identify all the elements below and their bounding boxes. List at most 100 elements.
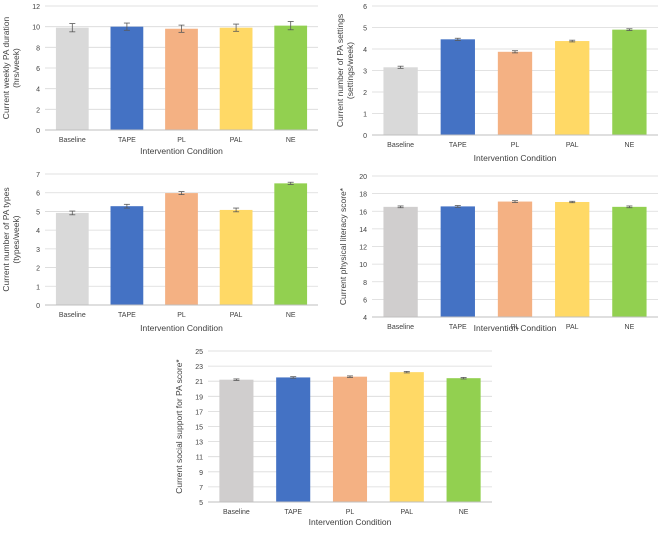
y-tick-label: 6 — [36, 66, 40, 73]
y-axis-label: (types/week) — [11, 215, 21, 263]
x-axis-label: Intervention Condition — [140, 146, 223, 156]
x-tick-label: Baseline — [387, 324, 414, 331]
y-tick-label: 23 — [195, 364, 203, 371]
x-tick-label: NE — [286, 312, 296, 319]
y-tick-label: 12 — [359, 245, 367, 252]
y-tick-label: 4 — [363, 315, 367, 322]
bar-pal — [389, 372, 424, 502]
y-axis-label: Current social support for PA score* — [174, 359, 184, 494]
bar-pal — [219, 209, 253, 305]
y-tick-label: 0 — [36, 303, 40, 310]
y-tick-label: 1 — [36, 284, 40, 291]
x-tick-label: PAL — [400, 509, 413, 516]
x-tick-label: TAPE — [284, 509, 302, 516]
x-tick-label: PAL — [566, 324, 579, 331]
bar-tape — [440, 206, 475, 317]
y-tick-label: 5 — [36, 209, 40, 216]
y-tick-label: 16 — [359, 209, 367, 216]
y-tick-label: 11 — [196, 455, 203, 462]
x-tick-label: TAPE — [118, 312, 136, 319]
y-tick-label: 6 — [363, 4, 367, 11]
x-tick-label: PL — [177, 137, 186, 144]
y-tick-label: 20 — [359, 174, 367, 181]
x-tick-label: Baseline — [387, 142, 414, 149]
x-tick-label: PL — [511, 324, 520, 331]
bar-tape — [276, 377, 311, 502]
bar-ne — [612, 29, 647, 135]
y-tick-label: 14 — [359, 227, 367, 234]
x-tick-label: PAL — [230, 137, 243, 144]
y-tick-label: 18 — [359, 192, 367, 199]
x-axis-label: Intervention Condition — [474, 323, 557, 333]
x-tick-label: TAPE — [449, 324, 467, 331]
chart-svg-1: 0 1 2 3 4 5 6 Baseline TAPE PL PAL NE Intervention C… — [335, 4, 658, 163]
y-tick-label: 6 — [36, 191, 40, 198]
y-tick-label: 21 — [195, 379, 203, 386]
y-tick-label: 2 — [36, 107, 40, 114]
chart-social-support: 5 7 9 11 13 15 17 19 21 23 25 Baseline TAPE PL PAL NE In… — [170, 345, 500, 528]
chart-svg-2: 0 1 2 3 4 5 6 7 Baseline TAPE PL PAL NE Intervention … — [1, 172, 318, 333]
y-tick-label: 25 — [195, 349, 203, 356]
x-tick-label: NE — [625, 142, 635, 149]
bar-pl — [497, 51, 533, 135]
y-tick-label: 1 — [363, 112, 367, 119]
bar-pal — [555, 201, 590, 317]
y-tick-label: 4 — [36, 228, 40, 235]
x-tick-label: NE — [286, 137, 296, 144]
x-tick-label: PL — [511, 142, 520, 149]
bar-baseline — [383, 206, 418, 317]
x-tick-label: PAL — [230, 312, 243, 319]
y-tick-label: 3 — [36, 247, 40, 254]
y-tick-label: 12 — [32, 4, 40, 11]
bar-tape — [110, 26, 144, 131]
y-tick-label: 8 — [363, 280, 367, 287]
bar-baseline — [55, 27, 89, 131]
y-tick-label: 2 — [36, 266, 40, 273]
y-tick-label: 10 — [359, 262, 367, 269]
y-tick-label: 19 — [195, 394, 203, 401]
bar-baseline — [219, 379, 254, 502]
y-axis-label: Current weekly PA duration — [1, 17, 11, 120]
x-tick-label: PL — [177, 312, 186, 319]
x-tick-label: NE — [625, 324, 635, 331]
x-tick-label: PAL — [566, 142, 579, 149]
bar-tape — [110, 206, 144, 305]
y-tick-label: 0 — [36, 128, 40, 135]
bar-tape — [440, 39, 475, 136]
chart-svg-3: 4 6 8 10 12 14 16 18 20 Baseline TAPE PL PAL NE Interv… — [338, 174, 658, 333]
y-axis-label: Current number of PA settings — [335, 14, 345, 127]
x-tick-label: NE — [459, 509, 469, 516]
bar-ne — [446, 378, 481, 502]
chart-svg-4: 5 7 9 11 13 15 17 19 21 23 25 Baseline TAPE PL PAL NE In… — [174, 349, 492, 527]
x-tick-label: Baseline — [223, 509, 250, 516]
x-axis-label: Intervention Condition — [474, 153, 557, 163]
bar-ne — [612, 206, 647, 317]
y-tick-label: 13 — [195, 440, 203, 447]
y-axis-label: Current number of PA types — [1, 187, 11, 291]
y-tick-label: 4 — [36, 87, 40, 94]
chart-pa-settings: 0 1 2 3 4 5 6 Baseline TAPE PL PAL NE Intervention C… — [334, 0, 669, 165]
x-axis-label: Intervention Condition — [140, 323, 223, 333]
bar-pal — [219, 27, 253, 131]
bar-baseline — [383, 67, 418, 135]
y-axis-label: (settings/week) — [345, 42, 355, 99]
y-axis-label: Current physical literacy score* — [338, 187, 348, 305]
y-tick-label: 5 — [363, 26, 367, 33]
bar-pl — [165, 193, 198, 305]
x-tick-label: Baseline — [59, 312, 86, 319]
chart-svg-0: 0 2 4 6 8 10 12 Baseline TAPE PL PAL NE Intervention… — [1, 4, 318, 156]
chart-physical-literacy: 4 6 8 10 12 14 16 18 20 Baseline TAPE PL PAL NE Interv… — [334, 170, 669, 335]
y-axis-label: (hrs/week) — [11, 48, 21, 88]
x-axis-label: Intervention Condition — [309, 517, 392, 527]
bar-ne — [274, 183, 308, 305]
x-tick-label: Baseline — [59, 137, 86, 144]
x-tick-label: PL — [346, 509, 355, 516]
y-tick-label: 4 — [363, 47, 367, 54]
bar-pl — [332, 376, 368, 502]
y-tick-label: 7 — [199, 485, 203, 492]
y-tick-label: 6 — [363, 297, 367, 304]
bar-pal — [555, 41, 590, 135]
bar-ne — [274, 25, 308, 131]
chart-pa-duration: 0 2 4 6 8 10 12 Baseline TAPE PL PAL NE Intervention… — [0, 0, 325, 158]
bar-pl — [497, 201, 533, 317]
